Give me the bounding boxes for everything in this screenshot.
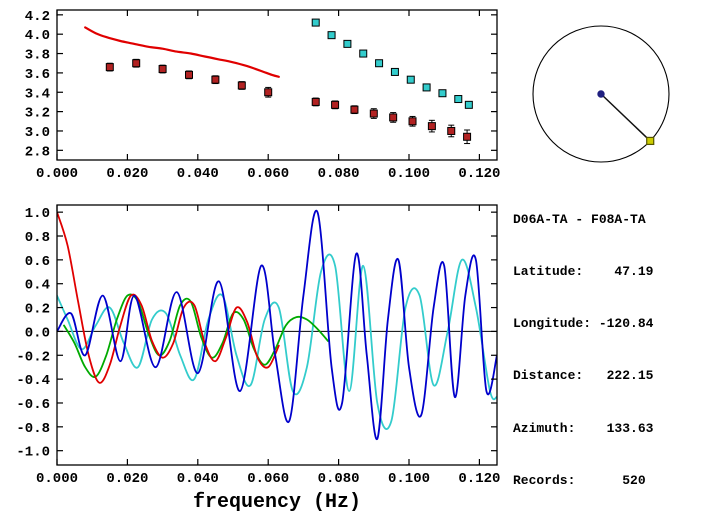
cyan-waveform [57,253,497,430]
x-tick-label: 0.080 [318,166,360,182]
x-tick-label: 0.000 [36,166,78,182]
blue-waveform [57,209,497,440]
station-path-line [600,93,651,142]
x-tick-label: 0.120 [458,471,500,487]
measured-phase-velocity-marker [463,132,472,141]
longitude-line: Longitude: -120.84 [513,316,654,332]
measured-phase-velocity-marker [408,117,417,126]
x-axis-title: frequency (Hz) [193,491,361,514]
alternate-phase-velocity-marker [464,100,473,109]
x-tick-label: 0.120 [458,166,500,182]
axes-ticks: 0.000 0.020 0.040 0.060 0.080 0.100 0.120 2.8 3.… [25,9,501,182]
waveform-chart: 0.000 0.020 0.040 0.060 0.080 0.100 0.120 -1.0 -… [16,204,500,514]
series-layer [57,209,497,440]
alternate-phase-velocity-marker [311,18,320,27]
y-tick-label: 4.2 [25,9,50,25]
measured-phase-velocity-marker [158,65,167,74]
station-info-panel: D06A-TA - F08A-TA Latitude: 47.19 Longit… [513,176,653,519]
remote-station-marker [646,136,655,146]
red-waveform-path [57,211,280,384]
x-tick-label: 0.000 [36,471,78,487]
x-tick-label: 0.100 [388,471,430,487]
green-waveform-path [63,293,329,378]
station-pair-label: D06A-TA - F08A-TA [513,211,646,227]
alternate-phase-velocity-marker [327,31,336,40]
latitude-line: Latitude: 47.19 [513,264,654,280]
alternate-phase-velocity-marker [406,75,415,84]
measured-phase-velocity-marker [211,75,220,84]
y-tick-label: -0.2 [16,349,50,365]
map-circle [532,25,670,163]
measured-phase-velocity-marker [185,70,193,79]
alternate-phase-velocity-marker [422,83,431,92]
measured-phase-velocity-marker [264,88,273,97]
y-tick-label: 0.8 [25,230,50,246]
x-tick-label: 0.020 [106,166,148,182]
y-tick-label: -0.6 [16,397,50,413]
y-tick-label: -1.0 [16,445,50,461]
x-tick-label: 0.080 [318,471,360,487]
reference-dispersion-curve [84,26,280,78]
x-tick-label: 0.060 [247,166,289,182]
reference-dispersion-curve-path [84,26,280,78]
records-line: Records: 520 [513,472,646,488]
center-station-marker [597,90,605,98]
x-tick-label: 0.100 [388,166,430,182]
measured-phase-velocity-marker [311,97,320,106]
dispersion-chart: 0.000 0.020 0.040 0.060 0.080 0.100 0.120 2.8 3.… [25,9,501,182]
y-tick-label: 3.4 [25,86,50,102]
alternate-phase-velocity-marker [375,59,384,68]
plot-box [56,9,498,161]
y-tick-label: 2.8 [25,144,50,160]
alternate-phase-velocity-marker [359,49,368,58]
cyan-waveform-path [57,253,497,430]
blue-waveform-path [57,209,497,440]
y-tick-label: 3.6 [25,67,50,83]
measured-phase-velocity [105,58,472,145]
y-tick-label: 0.4 [25,278,50,294]
x-tick-label: 0.040 [177,166,219,182]
azimuth-line: Azimuth: 133.63 [513,420,654,436]
y-tick-label: 3.2 [25,106,50,122]
alternate-phase-velocity-marker [343,39,352,48]
measured-phase-velocity-marker [369,109,378,118]
y-tick-label: 1.0 [25,206,50,222]
y-tick-label: 3.8 [25,48,50,64]
alternate-phase-velocity-marker [454,95,463,104]
measured-phase-velocity-marker [132,59,141,68]
alternate-phase-velocity [311,18,473,109]
x-tick-label: 0.060 [247,471,289,487]
measured-phase-velocity-marker [237,81,246,90]
series-layer [84,18,473,145]
x-tick-label: 0.040 [177,471,219,487]
axes-ticks: 0.000 0.020 0.040 0.060 0.080 0.100 0.120 -1.0 -… [16,205,500,487]
measured-phase-velocity-marker [427,122,436,131]
alternate-phase-velocity-marker [438,89,447,98]
red-waveform [57,211,280,384]
green-waveform [63,293,329,378]
x-tick-label: 0.020 [106,471,148,487]
y-tick-label: 0.2 [25,302,50,318]
y-tick-label: 3.0 [25,125,50,141]
measured-phase-velocity-marker [389,113,398,122]
measured-phase-velocity-marker [350,105,359,114]
plot-box [56,204,498,466]
measured-phase-velocity-marker [105,63,114,72]
alternate-phase-velocity-marker [390,67,399,76]
measured-phase-velocity-marker [331,100,340,109]
y-tick-label: 0.6 [25,254,50,270]
measured-phase-velocity-marker [447,126,456,135]
y-tick-label: -0.4 [16,373,50,389]
y-tick-label: 4.0 [25,28,50,44]
station-azimuth-map [532,25,670,163]
y-tick-label: -0.8 [16,421,50,437]
y-tick-label: 0.0 [25,325,50,341]
distance-line: Distance: 222.15 [513,368,654,384]
